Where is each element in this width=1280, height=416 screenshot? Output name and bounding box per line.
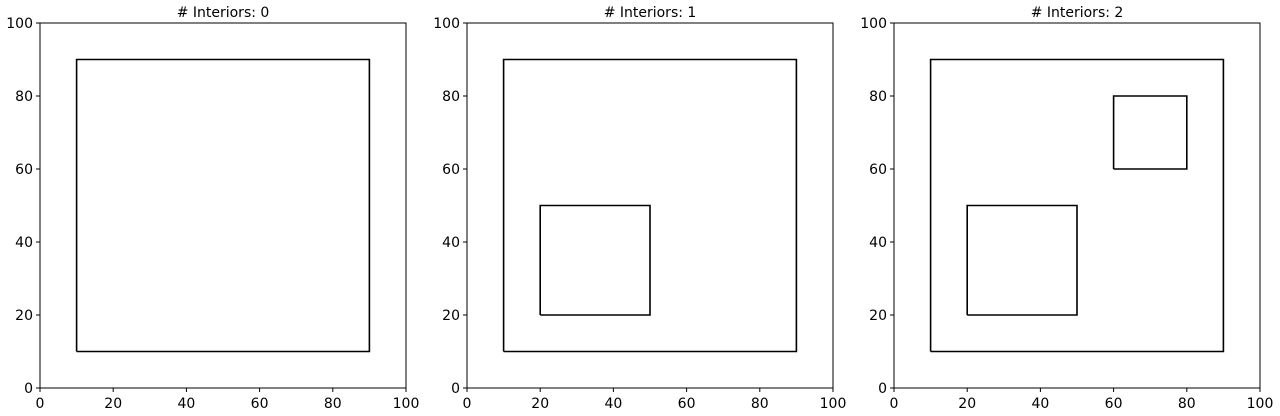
x-tick-label: 60 [678, 396, 696, 412]
interior-ring-2 [1112, 95, 1188, 170]
y-tick-label: 20 [442, 308, 460, 324]
y-tick-label: 40 [442, 235, 460, 251]
interior-ring-1 [539, 204, 651, 316]
interior-ring-1 [966, 204, 1078, 316]
x-tick-label: 40 [177, 396, 195, 412]
subplot-title: # Interiors: 1 [604, 5, 697, 21]
subplot-2: # Interiors: 1 0 20 40 60 80 100 0 20 40 60 80 100 [433, 5, 846, 412]
x-tick-label: 40 [1031, 396, 1049, 412]
x-tick-label: 20 [531, 396, 549, 412]
y-tick-label: 0 [878, 381, 887, 397]
axes-frame [893, 22, 1261, 389]
x-tick-label: 0 [36, 396, 45, 412]
exterior-ring [502, 58, 798, 353]
axes-frame [39, 22, 407, 389]
y-tick-label: 80 [15, 89, 33, 105]
y-tick-label: 40 [15, 235, 33, 251]
y-tick-label: 60 [15, 162, 33, 178]
subplot-3: # Interiors: 2 0 20 40 60 80 100 0 20 40 60 80 100 [860, 5, 1273, 412]
x-tick-label: 0 [890, 396, 899, 412]
y-tick-label: 100 [6, 16, 33, 32]
x-tick-label: 40 [604, 396, 622, 412]
y-tick-label: 80 [869, 89, 887, 105]
y-tick-label: 100 [433, 16, 460, 32]
x-tick-label: 20 [958, 396, 976, 412]
x-tick-label: 80 [1178, 396, 1196, 412]
axes-frame [466, 22, 834, 389]
y-tick-label: 20 [15, 308, 33, 324]
x-tick-label: 100 [393, 396, 420, 412]
y-tick-label: 0 [24, 381, 33, 397]
x-tick-label: 100 [1247, 396, 1274, 412]
y-tick-label: 60 [869, 162, 887, 178]
exterior-ring [929, 58, 1225, 353]
x-tick-label: 100 [820, 396, 847, 412]
y-tick-label: 80 [442, 89, 460, 105]
x-tick-label: 80 [324, 396, 342, 412]
x-tick-label: 0 [463, 396, 472, 412]
y-tick-label: 20 [869, 308, 887, 324]
subplot-1: # Interiors: 0 0 20 40 60 80 100 0 20 40 60 80 100 [6, 5, 419, 412]
y-tick-label: 60 [442, 162, 460, 178]
x-tick-label: 60 [251, 396, 269, 412]
y-tick-label: 100 [860, 16, 887, 32]
y-tick-label: 40 [869, 235, 887, 251]
exterior-ring [75, 58, 371, 353]
subplot-title: # Interiors: 2 [1031, 5, 1124, 21]
x-tick-label: 60 [1105, 396, 1123, 412]
x-tick-label: 80 [751, 396, 769, 412]
y-tick-label: 0 [451, 381, 460, 397]
subplot-title: # Interiors: 0 [177, 5, 270, 21]
x-tick-label: 20 [104, 396, 122, 412]
